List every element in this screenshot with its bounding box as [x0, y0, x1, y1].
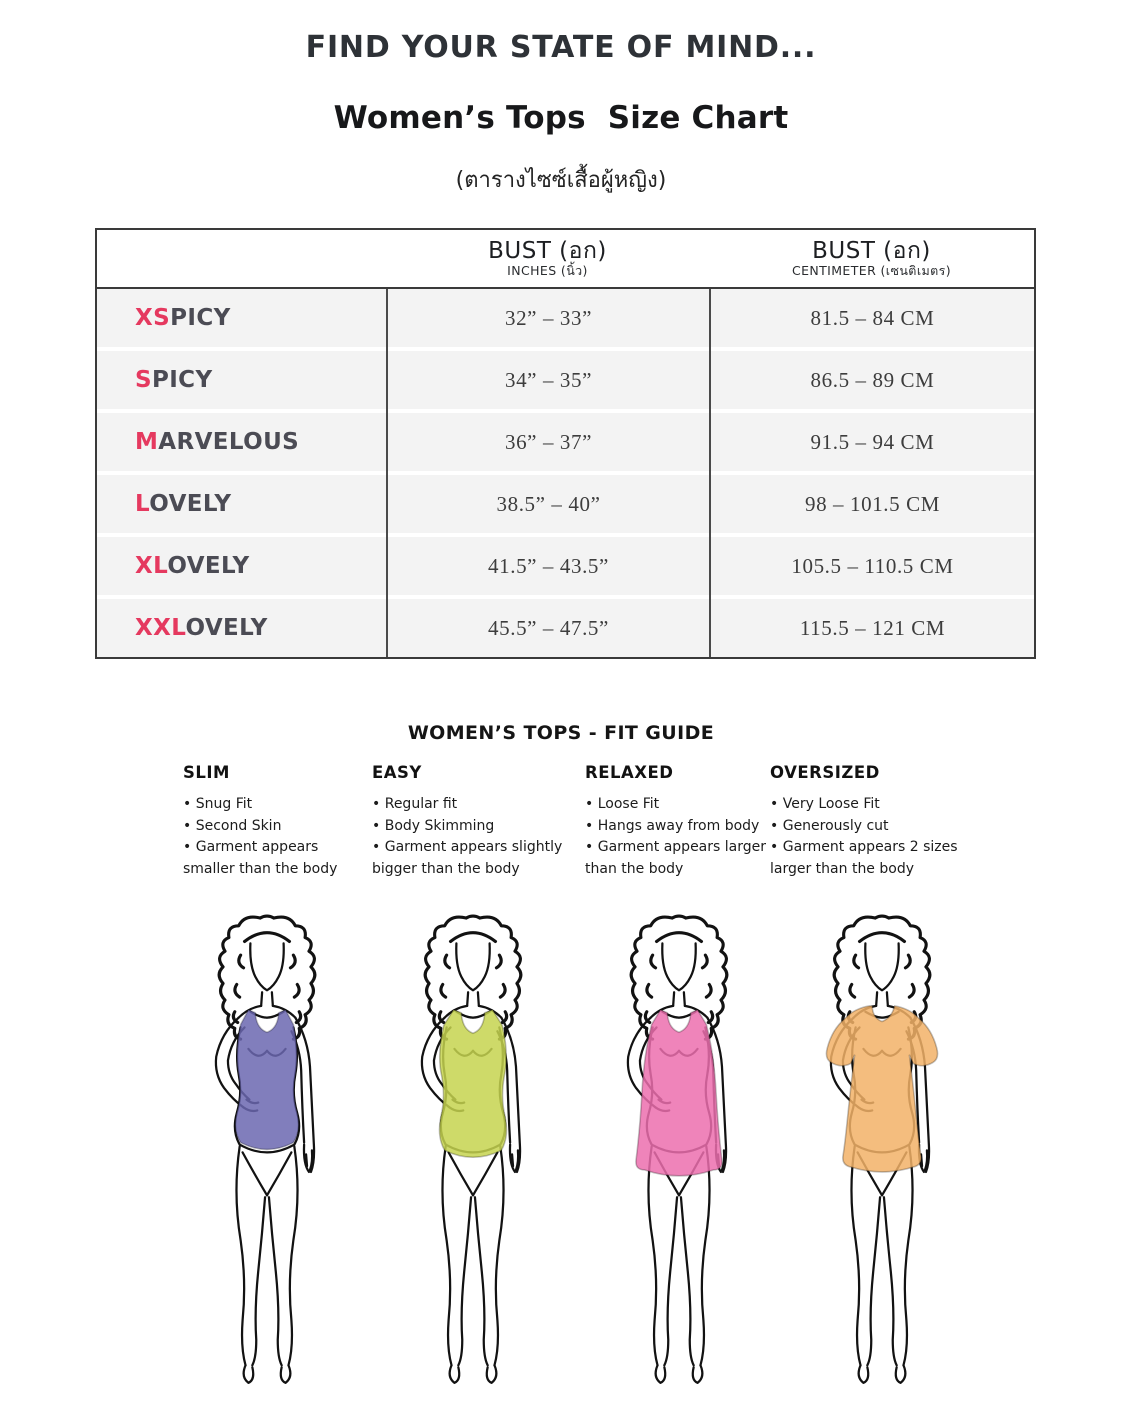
figure-relaxed-fit [626, 914, 729, 1385]
table-row-size-name: MARVELOUS [97, 413, 386, 471]
fit-name: EASY [372, 763, 422, 782]
bust-cm-value: 115.5 – 121 CM [711, 599, 1034, 657]
bust-cm-column: 81.5 – 84 CM 86.5 – 89 CM 91.5 – 94 CM 9… [709, 289, 1034, 657]
bust-inches-value: 38.5” – 40” [388, 475, 709, 533]
easy-tank-top-shape [438, 1008, 508, 1159]
fit-bullet: Body Skimming [372, 816, 582, 838]
table-row-size-name: XLOVELY [97, 537, 386, 595]
bust-inches-value: 45.5” – 47.5” [388, 599, 709, 657]
bust-cm-value: 91.5 – 94 CM [711, 413, 1034, 471]
fit-bullet: Snug Fit [183, 794, 365, 816]
fit-name: SLIM [183, 763, 230, 782]
page-title: FIND YOUR STATE OF MIND... [305, 30, 817, 65]
size-name-column: XSPICY SPICY MARVELOUS LOVELY XLOVELY XX… [97, 289, 386, 657]
bust-cm-label: BUST (อก) [812, 237, 931, 264]
fit-column-oversized: OVERSIZED Very Loose Fit Generously cut … [770, 763, 972, 881]
fit-bullet: Garment appears smaller than the body [183, 837, 365, 880]
bust-inches-value: 32” – 33” [388, 289, 709, 347]
bust-inches-sublabel: INCHES (นิ้ว) [507, 263, 588, 279]
fit-bullet: Second Skin [183, 816, 365, 838]
table-row-size-name: SPICY [97, 351, 386, 409]
table-row-size-name: LOVELY [97, 475, 386, 533]
table-row-size-name: XXLOVELY [97, 599, 386, 657]
page-subtitle: Women’s Tops Size Chart [333, 100, 789, 136]
relaxed-flared-top-shape [635, 1008, 723, 1177]
bust-cm-value: 86.5 – 89 CM [711, 351, 1034, 409]
page-subtitle-thai: (ตารางไซซ์เสื้อผู้หญิง) [455, 168, 667, 193]
bust-inches-value: 36” – 37” [388, 413, 709, 471]
fit-bullet: Loose Fit [585, 794, 769, 816]
bust-cm-value: 105.5 – 110.5 CM [711, 537, 1034, 595]
oversized-tee-shape [825, 1005, 939, 1173]
fit-name: RELAXED [585, 763, 674, 782]
fit-bullet: Hangs away from body [585, 816, 769, 838]
bust-inches-value: 34” – 35” [388, 351, 709, 409]
fit-column-relaxed: RELAXED Loose Fit Hangs away from body G… [585, 763, 769, 881]
bust-inches-value: 41.5” – 43.5” [388, 537, 709, 595]
table-body: XSPICY SPICY MARVELOUS LOVELY XLOVELY XX… [97, 289, 1034, 657]
fit-column-slim: SLIM Snug Fit Second Skin Garment appear… [183, 763, 365, 881]
figure-slim-fit [214, 914, 317, 1385]
header-bust-inches: BUST (อก) INCHES (นิ้ว) [386, 230, 709, 287]
fit-bullet: Very Loose Fit [770, 794, 972, 816]
size-chart-table: BUST (อก) INCHES (นิ้ว) BUST (อก) CENTIM… [95, 228, 1036, 659]
table-row-size-name: XSPICY [97, 289, 386, 347]
figure-easy-fit [420, 914, 523, 1385]
fit-column-easy: EASY Regular fit Body Skimming Garment a… [372, 763, 582, 881]
bust-inches-label: BUST (อก) [488, 237, 607, 264]
fit-bullet: Generously cut [770, 816, 972, 838]
fit-name: OVERSIZED [770, 763, 880, 782]
figure-oversized-fit [825, 914, 939, 1385]
bust-cm-sublabel: CENTIMETER (เซนติเมตร) [791, 263, 952, 279]
slim-tank-top-shape [234, 1008, 300, 1151]
fit-guide-title: WOMEN’S TOPS - FIT GUIDE [407, 722, 715, 744]
bust-cm-value: 81.5 – 84 CM [711, 289, 1034, 347]
bust-cm-value: 98 – 101.5 CM [711, 475, 1034, 533]
header-size-column [97, 230, 386, 287]
fit-bullet: Garment appears slightly bigger than the… [372, 837, 582, 880]
fit-bullet: Garment appears 2 sizes larger than the … [770, 837, 972, 880]
fit-bullet: Garment appears larger than the body [585, 837, 769, 880]
header-bust-cm: BUST (อก) CENTIMETER (เซนติเมตร) [709, 230, 1034, 287]
table-header-row: BUST (อก) INCHES (นิ้ว) BUST (อก) CENTIM… [97, 230, 1034, 289]
bust-inches-column: 32” – 33” 34” – 35” 36” – 37” 38.5” – 40… [386, 289, 709, 657]
fit-bullet: Regular fit [372, 794, 582, 816]
